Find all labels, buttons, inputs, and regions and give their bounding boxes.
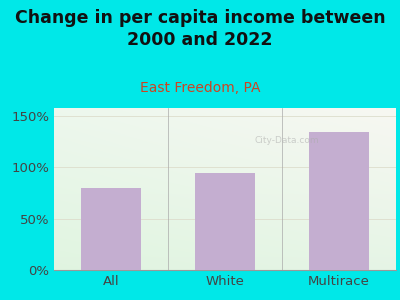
Bar xyxy=(309,132,369,270)
Text: City-Data.com: City-Data.com xyxy=(254,136,319,145)
Text: Change in per capita income between
2000 and 2022: Change in per capita income between 2000… xyxy=(15,9,385,49)
Bar xyxy=(81,188,141,270)
Bar xyxy=(195,172,255,270)
Text: East Freedom, PA: East Freedom, PA xyxy=(140,81,260,95)
